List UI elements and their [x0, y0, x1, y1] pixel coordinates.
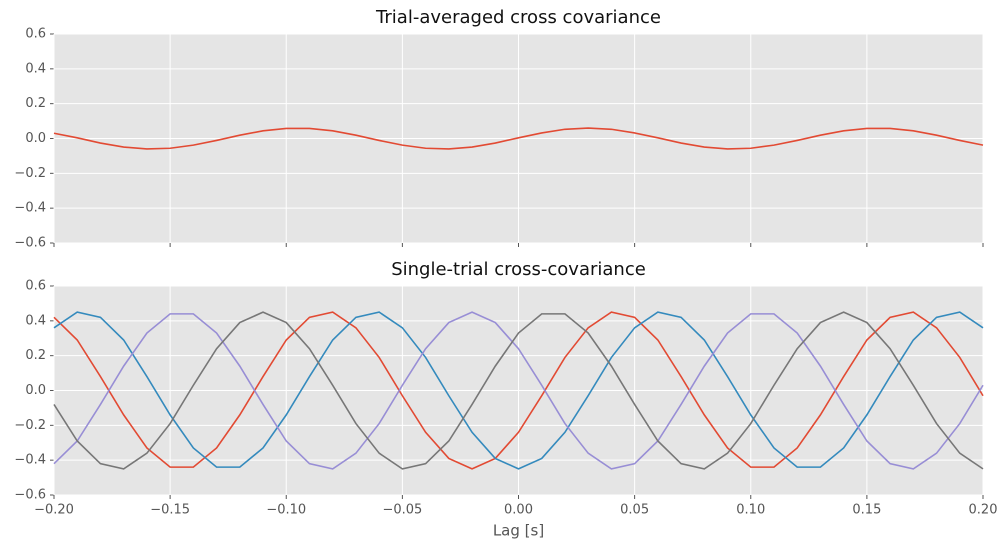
y-tick-label: 0.4 [25, 313, 46, 328]
x-tick-label: 0.10 [736, 503, 765, 518]
y-tick-label: 0.6 [25, 279, 46, 294]
y-tick-label: 0.0 [25, 131, 46, 146]
chart-title: Single-trial cross-covariance [391, 259, 646, 280]
y-tick-label: 0.0 [25, 383, 46, 398]
y-tick-label: 0.2 [25, 96, 46, 111]
series-line [53, 127, 984, 150]
y-tick-label: 0.4 [25, 61, 46, 76]
x-tick-label: −0.05 [382, 503, 422, 518]
series-line [53, 311, 984, 470]
y-tick-label: 0.6 [25, 27, 46, 42]
y-tick-label: −0.6 [14, 236, 46, 251]
x-tick-label: 0.05 [620, 503, 649, 518]
x-tick-label: −0.10 [266, 503, 306, 518]
x-axis-label: Lag [s] [493, 522, 544, 540]
y-tick-label: 0.2 [25, 348, 46, 363]
chart-title: Trial-averaged cross covariance [375, 7, 661, 28]
x-tick-label: 0.20 [969, 503, 998, 518]
x-tick-label: 0.15 [852, 503, 881, 518]
y-tick-label: −0.6 [14, 488, 46, 503]
series-line [53, 311, 984, 470]
series-line [53, 311, 984, 470]
x-tick-label: −0.20 [34, 503, 74, 518]
y-tick-label: −0.4 [14, 453, 46, 468]
x-tick-label: 0.00 [504, 503, 533, 518]
series-line [53, 311, 984, 470]
y-tick-label: −0.4 [14, 201, 46, 216]
y-tick-label: −0.2 [14, 166, 46, 181]
x-tick-label: −0.15 [150, 503, 190, 518]
y-tick-label: −0.2 [14, 418, 46, 433]
